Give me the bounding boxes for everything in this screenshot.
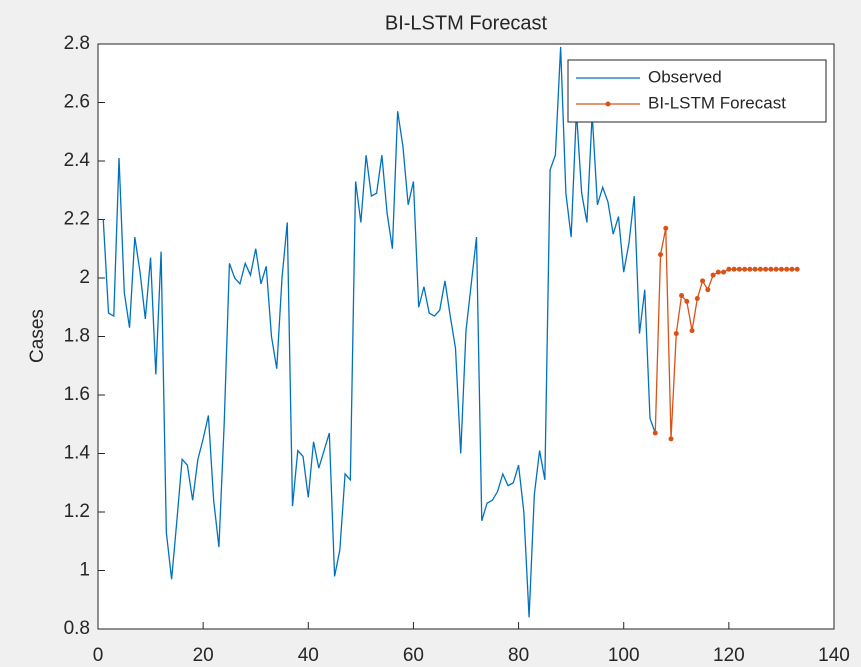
series-marker [742, 266, 748, 272]
x-tick-label: 120 [713, 645, 745, 666]
series-marker [768, 266, 774, 272]
series-marker [663, 225, 669, 231]
legend-text: BI-LSTM Forecast [648, 93, 786, 112]
x-tick-label: 0 [93, 645, 104, 666]
y-tick-label: 1.2 [64, 501, 90, 522]
series-marker [689, 328, 695, 334]
y-tick-label: 1.6 [64, 384, 90, 405]
legend-marker [605, 101, 611, 107]
x-tick-label: 100 [608, 645, 640, 666]
y-tick-label: 2.2 [64, 209, 90, 230]
y-axis-label: Cases [27, 309, 48, 363]
series-marker [789, 266, 795, 272]
series-marker [652, 430, 658, 436]
series-marker [700, 278, 706, 284]
series-marker [731, 266, 737, 272]
series-marker [752, 266, 758, 272]
series-marker [679, 293, 685, 299]
series-marker [784, 266, 790, 272]
series-marker [763, 266, 769, 272]
series-marker [668, 436, 674, 442]
x-tick-label: 20 [193, 645, 214, 666]
series-marker [710, 272, 716, 278]
y-tick-label: 1.8 [64, 326, 90, 347]
x-tick-label: 60 [403, 645, 424, 666]
series-marker [694, 295, 700, 301]
legend-text: Observed [648, 67, 722, 86]
series-marker [684, 298, 690, 304]
series-marker [757, 266, 763, 272]
series-marker [726, 266, 732, 272]
series-marker [736, 266, 742, 272]
series-marker [778, 266, 784, 272]
series-marker [673, 331, 679, 337]
x-tick-label: 140 [818, 645, 850, 666]
series-line [102, 46, 656, 618]
y-tick-label: 2.4 [64, 150, 91, 171]
y-tick-label: 1.4 [64, 443, 91, 464]
chart-title: BI-LSTM Forecast [385, 12, 548, 34]
series-marker [773, 266, 779, 272]
y-tick-label: 1 [79, 560, 90, 581]
series-marker [747, 266, 753, 272]
y-tick-label: 2.6 [64, 92, 90, 113]
series-marker [721, 269, 727, 275]
series-marker [705, 287, 711, 293]
x-tick-label: 40 [298, 645, 319, 666]
series-line [654, 228, 798, 439]
x-tick-label: 80 [508, 645, 529, 666]
y-tick-label: 2.8 [64, 33, 90, 54]
series-marker [658, 252, 664, 258]
legend-box [567, 59, 827, 123]
y-tick-label: 0.8 [64, 618, 90, 639]
series-marker [794, 266, 800, 272]
series-marker [715, 269, 721, 275]
y-tick-label: 2 [79, 267, 90, 288]
